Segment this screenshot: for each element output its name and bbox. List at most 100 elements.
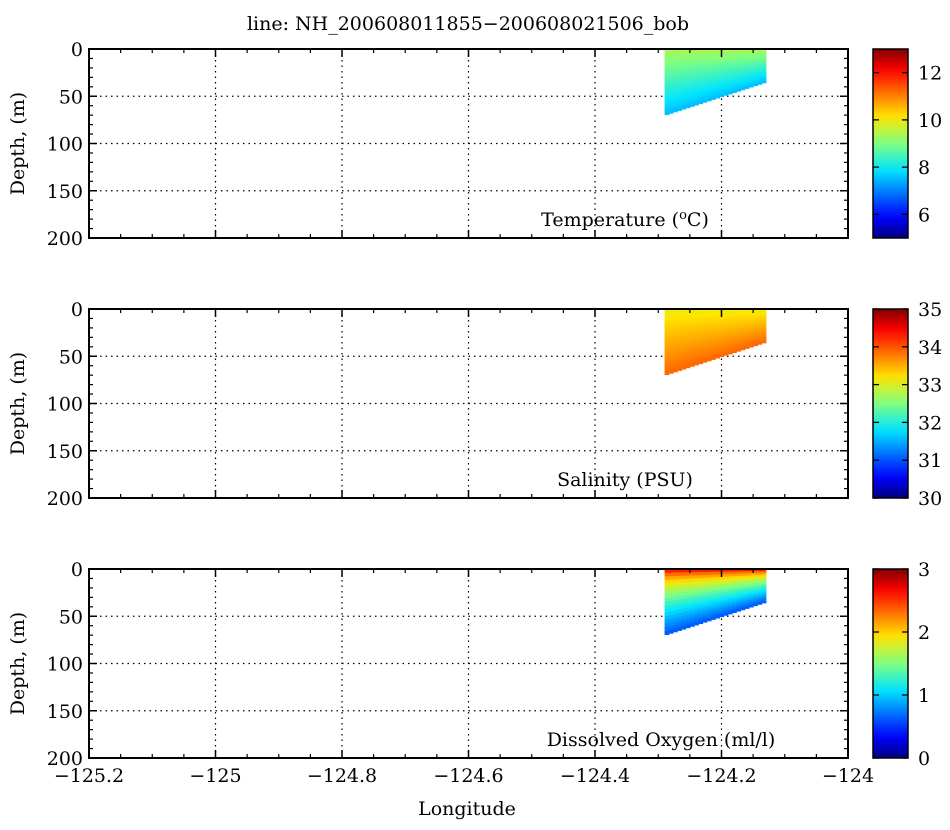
data-cell — [723, 77, 729, 81]
data-cell — [719, 93, 725, 98]
data-cell — [706, 609, 712, 613]
data-cell — [744, 311, 750, 314]
data-cell — [744, 569, 750, 572]
data-cell — [681, 618, 687, 623]
data-cell — [694, 67, 699, 72]
data-cell — [715, 588, 720, 592]
data-cell — [715, 590, 720, 595]
data-cell — [748, 590, 754, 593]
data-cell — [719, 579, 725, 583]
data-cell — [681, 58, 687, 63]
data-cell — [732, 573, 737, 577]
data-cell — [740, 347, 746, 351]
y-tick-label: 100 — [47, 394, 83, 416]
data-cell — [681, 355, 687, 360]
data-cell — [757, 58, 763, 62]
data-cell — [748, 82, 754, 86]
data-cell — [757, 600, 763, 603]
data-cell — [681, 585, 687, 590]
data-cell — [702, 589, 708, 594]
data-cell — [668, 98, 674, 104]
data-cell — [761, 580, 767, 583]
data-cell — [702, 81, 708, 85]
data-cell — [723, 584, 729, 588]
data-cell — [757, 342, 763, 345]
data-cell — [761, 80, 767, 84]
data-cell — [689, 343, 695, 348]
data-cell — [757, 60, 763, 64]
data-cell — [698, 599, 704, 603]
data-cell — [761, 595, 767, 598]
data-cell — [744, 328, 750, 332]
data-cell — [694, 58, 699, 63]
data-cell — [727, 583, 733, 588]
data-cell — [736, 341, 742, 345]
data-cell — [698, 79, 704, 83]
data-cell — [732, 323, 737, 327]
data-cell — [723, 612, 729, 616]
data-cell — [761, 312, 767, 316]
data-cell — [761, 49, 767, 52]
data-cell — [668, 583, 674, 588]
data-cell — [710, 588, 716, 592]
data-cell — [740, 55, 746, 59]
data-cell — [694, 92, 699, 97]
y-tick-label: 150 — [47, 441, 83, 463]
data-cell — [694, 621, 699, 626]
data-cell — [668, 344, 674, 349]
data-cell — [664, 56, 670, 61]
data-cell — [706, 309, 712, 313]
data-cell — [719, 582, 725, 586]
data-cell — [723, 309, 729, 313]
data-cell — [710, 345, 716, 349]
data-cell — [727, 68, 733, 72]
data-cell — [715, 585, 720, 589]
data-cell — [664, 341, 670, 346]
data-cell — [673, 326, 678, 331]
data-cell — [732, 605, 737, 609]
data-cell — [664, 623, 670, 628]
data-cell — [698, 330, 704, 334]
data-cell — [715, 73, 720, 77]
data-cell — [702, 347, 708, 351]
data-cell — [740, 600, 746, 604]
data-cell — [761, 310, 767, 314]
data-cell — [673, 575, 678, 581]
data-cell — [710, 569, 716, 573]
data-cell — [673, 579, 678, 584]
data-cell — [689, 324, 695, 329]
data-cell — [698, 336, 704, 340]
data-cell — [706, 66, 712, 70]
data-cell — [757, 586, 763, 590]
data-cell — [732, 51, 737, 55]
data-cell — [715, 333, 720, 337]
data-cell — [761, 324, 767, 327]
data-cell — [702, 60, 708, 65]
data-cell — [710, 314, 716, 318]
data-cell — [736, 88, 742, 92]
data-cell — [761, 67, 767, 71]
data-cell — [740, 573, 746, 577]
data-cell — [744, 62, 750, 65]
data-cell — [706, 580, 712, 584]
data-cell — [677, 106, 683, 111]
data-cell — [698, 572, 704, 576]
data-cell — [677, 592, 683, 597]
data-cell — [689, 64, 695, 69]
data-cell — [710, 353, 716, 358]
data-cell — [681, 342, 687, 347]
data-cell — [761, 58, 767, 61]
data-cell — [677, 613, 683, 618]
data-cell — [732, 85, 737, 89]
data-cell — [757, 594, 763, 597]
data-cell — [702, 90, 708, 94]
data-cell — [761, 337, 767, 340]
data-cell — [710, 577, 716, 581]
data-cell — [757, 340, 763, 343]
data-cell — [706, 60, 712, 64]
data-cell — [689, 584, 695, 589]
data-cell — [698, 348, 704, 352]
data-cell — [757, 576, 763, 580]
data-cell — [664, 594, 670, 599]
